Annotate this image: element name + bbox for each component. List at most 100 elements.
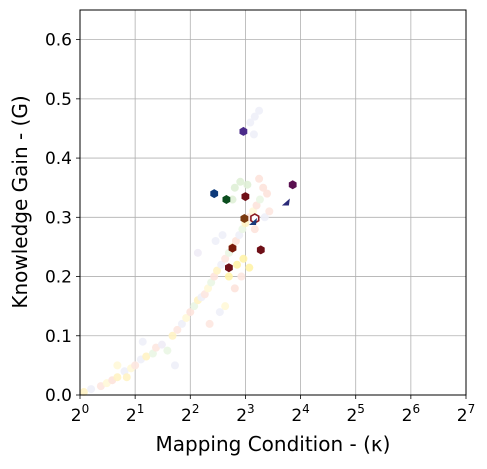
x-tick-base: 2 [291, 406, 302, 426]
x-tick-base: 2 [346, 406, 357, 426]
background-point [260, 213, 269, 222]
y-tick-label: 0.2 [45, 268, 72, 288]
highlight-point [228, 243, 237, 253]
background-point [190, 302, 199, 311]
highlight-point [222, 195, 231, 204]
background-point [246, 118, 255, 127]
background-point [177, 319, 186, 328]
background-point [131, 361, 140, 370]
y-tick-label: 0.3 [45, 208, 72, 228]
background-point [79, 388, 88, 397]
x-tick-exponent: 4 [302, 402, 310, 416]
y-tick-label: 0.1 [45, 327, 72, 347]
y-axis-label: Knowledge Gain - (G) [8, 95, 32, 308]
x-tick-label: 20 [71, 402, 89, 426]
x-tick-label: 26 [402, 402, 420, 426]
background-point [168, 331, 177, 340]
background-point [210, 272, 219, 281]
background-point [207, 278, 216, 287]
x-tick-exponent: 3 [247, 402, 255, 416]
x-axis-label: Mapping Condition - (κ) [156, 432, 391, 456]
background-point [252, 201, 261, 210]
background-point [204, 284, 213, 293]
background-point [87, 385, 96, 394]
background-point [224, 272, 233, 281]
background-point [249, 130, 258, 139]
highlight-point [225, 263, 233, 273]
background-point [113, 361, 122, 370]
background-point [138, 337, 147, 346]
background-point [148, 349, 157, 358]
y-tick-label: 0.4 [45, 149, 72, 169]
background-point [96, 382, 105, 391]
background-point [113, 373, 122, 382]
background-point [217, 260, 226, 269]
background-points [79, 106, 274, 397]
background-point [245, 263, 254, 272]
background-point [152, 343, 161, 352]
highlight-point [288, 180, 297, 190]
background-point [221, 254, 230, 263]
background-point [193, 248, 202, 257]
background-point [173, 325, 182, 334]
background-point [265, 207, 274, 216]
background-point [255, 106, 264, 115]
background-point [205, 319, 214, 328]
x-tick-exponent: 0 [82, 402, 90, 416]
x-tick-label: 22 [181, 402, 199, 426]
highlight-points [210, 126, 297, 273]
x-tick-label: 27 [457, 402, 475, 426]
y-tick-label: 0.0 [45, 386, 72, 406]
y-axis-ticks: 0.0 0.1 0.2 0.3 0.4 0.5 0.6 [45, 31, 80, 406]
highlight-point [210, 189, 219, 199]
background-point [250, 225, 259, 234]
background-point [255, 174, 264, 183]
background-point [238, 225, 247, 234]
x-tick-label: 25 [346, 402, 364, 426]
background-point [230, 183, 239, 192]
background-point [157, 340, 166, 349]
background-point [170, 361, 179, 370]
x-axis-ticks: 20 21 22 23 24 25 26 27 [71, 395, 475, 426]
grid [79, 10, 467, 396]
background-point [200, 290, 209, 299]
background-point [211, 237, 220, 245]
x-tick-label: 23 [236, 402, 254, 426]
background-point [250, 112, 259, 121]
y-tick-label: 0.5 [45, 90, 72, 110]
background-point [215, 308, 224, 317]
plot-frame [79, 9, 467, 396]
background-point [218, 231, 227, 240]
x-tick-exponent: 7 [468, 402, 476, 416]
background-point [239, 254, 248, 263]
x-tick-base: 2 [457, 406, 468, 426]
background-point [263, 189, 272, 198]
x-tick-label: 21 [126, 402, 144, 426]
x-tick-base: 2 [71, 406, 82, 426]
background-point [163, 346, 172, 355]
highlight-point [281, 198, 290, 206]
plot-background [80, 10, 466, 395]
background-point [122, 373, 131, 382]
x-tick-exponent: 5 [357, 402, 365, 416]
highlight-point [241, 192, 250, 202]
highlight-point [249, 218, 258, 226]
background-point [237, 272, 246, 281]
x-tick-base: 2 [402, 406, 413, 426]
background-point [233, 260, 242, 269]
x-tick-exponent: 2 [192, 402, 200, 416]
x-tick-label: 24 [291, 402, 309, 426]
background-point [182, 314, 191, 322]
x-tick-base: 2 [236, 406, 247, 426]
x-tick-exponent: 1 [137, 402, 145, 416]
background-point [236, 177, 245, 186]
highlight-point [239, 126, 248, 136]
background-point [142, 352, 151, 361]
y-tick-label: 0.6 [45, 31, 72, 51]
background-point [228, 195, 237, 204]
x-tick-base: 2 [126, 406, 137, 426]
background-point [230, 284, 239, 293]
background-point [186, 308, 195, 317]
x-tick-exponent: 6 [412, 402, 420, 416]
highlight-point [256, 245, 265, 255]
